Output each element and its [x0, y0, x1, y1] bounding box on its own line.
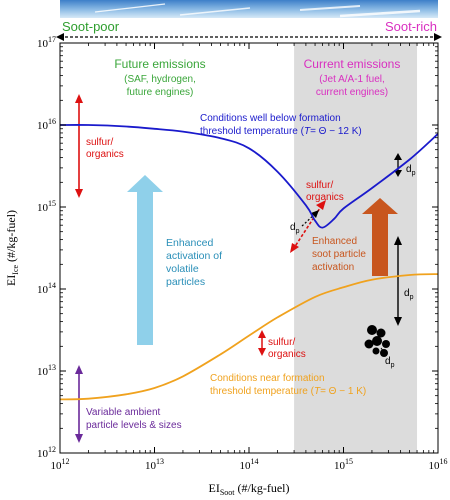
- dp-label-aggregate: dp: [385, 356, 395, 369]
- volatile-label-3: volatile: [166, 263, 199, 275]
- soot-poor-label: Soot-poor: [62, 19, 120, 34]
- y-tick-label: 1017: [37, 35, 56, 50]
- x-tick-label: 1013: [145, 457, 164, 472]
- soot-label-1: Enhanced: [312, 236, 357, 247]
- y-tick-label: 1014: [37, 281, 56, 296]
- current-emissions-detail-2: current engines): [316, 87, 388, 98]
- sulfur-label-low-1: sulfur/: [268, 337, 295, 348]
- sky-banner: [60, 0, 438, 18]
- sulfur-label-top-1: sulfur/: [86, 137, 113, 148]
- dp-label-large: dp: [404, 288, 414, 301]
- volatile-label-4: particles: [166, 276, 205, 288]
- sulfur-label-low-2: organics: [268, 349, 306, 360]
- current-emissions-label: Current emissions: [304, 57, 401, 71]
- dp-label-upper: dp: [406, 164, 416, 177]
- orange-condition-line-2: threshold temperature (T= Θ − 1 K): [210, 386, 366, 397]
- dp-arrow-dip: [301, 210, 319, 227]
- orange-condition-line-1: Conditions near formation: [210, 373, 325, 384]
- x-tick-label: 1012: [51, 457, 70, 472]
- soot-arrow: [362, 198, 398, 276]
- y-axis-label: EIIce (#/kg-fuel): [4, 210, 20, 286]
- x-tick-label: 1015: [334, 457, 353, 472]
- ambient-label-1: Variable ambient: [86, 407, 161, 418]
- y-tick-label: 1013: [37, 363, 56, 378]
- sulfur-arrow-low: [258, 330, 266, 356]
- future-emissions-detail-2: future engines): [127, 87, 194, 98]
- sulfur-arrow-mid: [290, 200, 326, 253]
- tick-layer: 1012 1013 1014 1015 1016 1012 1013 1014 1015 1016…: [37, 35, 448, 472]
- x-tick-label: 1016: [429, 457, 448, 472]
- dp-label-dip: dp: [290, 222, 300, 235]
- ambient-label-2: particle levels & sizes: [86, 420, 182, 431]
- soot-range-banner: Soot-poor Soot-rich: [56, 19, 442, 41]
- sulfur-label-mid-1: sulfur/: [306, 180, 333, 191]
- sulfur-arrow-top: [75, 94, 83, 198]
- blue-condition-line-1: Conditions well below formation: [200, 113, 341, 124]
- annotations: Future emissions (SAF, hydrogen, future …: [75, 57, 416, 443]
- sulfur-label-top-2: organics: [86, 149, 124, 160]
- x-axis-label: EISoot (#/kg-fuel): [209, 481, 290, 497]
- soot-label-2: soot particle: [312, 249, 366, 260]
- series-layer: [59, 124, 439, 401]
- dp-arrow-aggregate: [380, 347, 387, 356]
- dp-arrow-large: [394, 236, 402, 326]
- volatile-label-1: Enhanced: [166, 237, 213, 249]
- series-line-orange: [59, 273, 439, 401]
- current-emissions-region: [294, 43, 418, 453]
- volatile-label-2: activation of: [166, 250, 222, 262]
- future-emissions-detail-1: (SAF, hydrogen,: [124, 74, 196, 85]
- y-tick-label: 1015: [37, 199, 56, 214]
- series-line-blue: [59, 124, 439, 229]
- sulfur-label-mid-2: organics: [306, 192, 344, 203]
- volatile-arrow: [127, 175, 163, 345]
- y-tick-label: 1012: [37, 445, 56, 460]
- soot-rich-label: Soot-rich: [385, 19, 437, 34]
- ambient-arrow: [75, 365, 83, 443]
- soot-label-3: activation: [312, 262, 354, 273]
- future-emissions-label: Future emissions: [114, 57, 205, 71]
- x-tick-label: 1014: [240, 457, 259, 472]
- current-emissions-detail-1: (Jet A/A-1 fuel,: [319, 74, 385, 85]
- blue-condition-line-2: threshold temperature (T= Θ − 12 K): [200, 126, 362, 137]
- y-tick-label: 1016: [37, 117, 56, 132]
